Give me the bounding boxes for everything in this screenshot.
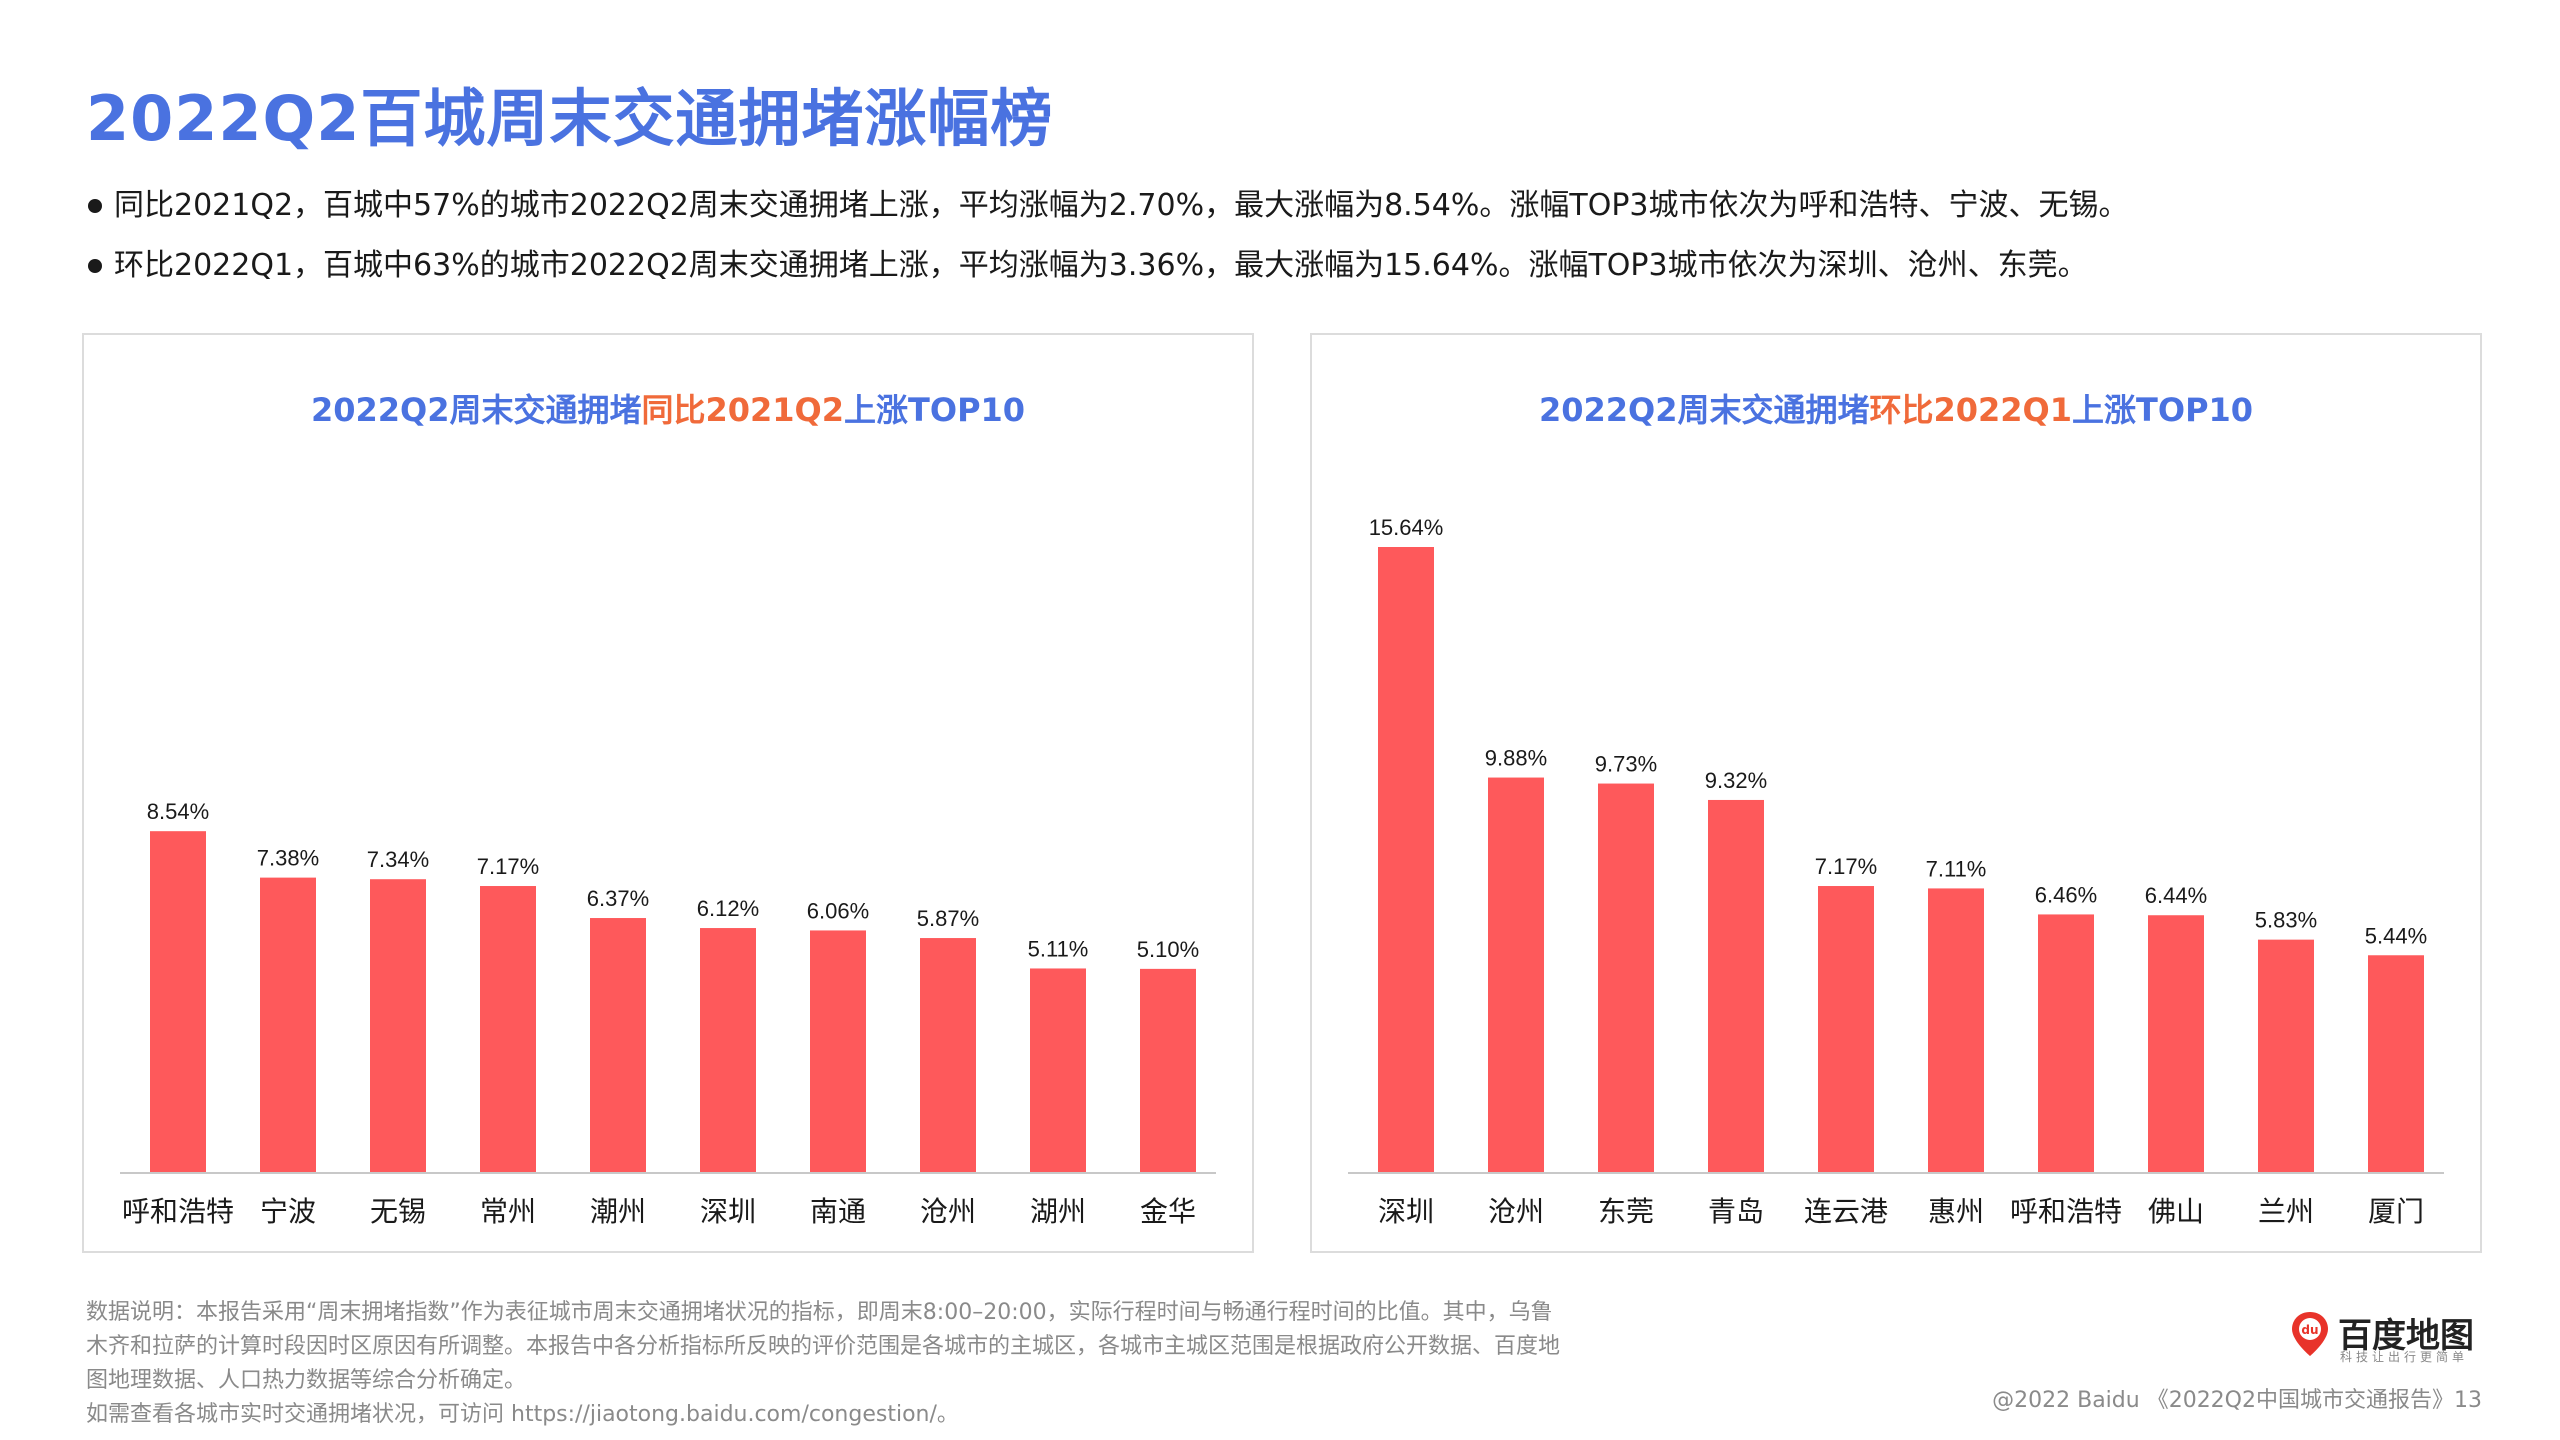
data-label: 9.73% <box>1595 752 1657 777</box>
summary-bullet-qoq: 环比2022Q1，百城中63%的城市2022Q2周末交通拥堵上涨，平均涨幅为3.… <box>86 246 2506 286</box>
chart-title-suffix: 上涨TOP10 <box>844 391 1026 429</box>
bar <box>920 938 976 1173</box>
summary-text-yoy: 同比2021Q2，百城中57%的城市2022Q2周末交通拥堵上涨，平均涨幅为2.… <box>114 188 2129 223</box>
logo-badge-text: du <box>2301 1323 2318 1337</box>
bar <box>810 930 866 1173</box>
category-label: 潮州 <box>590 1195 646 1228</box>
chart-title-highlight: 环比2022Q1 <box>1869 391 2073 429</box>
chart-panel-qoq: 2022Q2周末交通拥堵环比2022Q1上涨TOP10 15.64% 深圳 9.88… <box>1310 333 2482 1253</box>
data-note-line: 木齐和拉萨的计算时段因时区原因有所调整。本报告中各分析指标所反映的评价范围是各城… <box>86 1334 1561 1359</box>
category-label: 无锡 <box>370 1195 426 1228</box>
category-label: 兰州 <box>2258 1195 2314 1228</box>
category-label: 连云港 <box>1804 1195 1888 1228</box>
category-label: 厦门 <box>2368 1195 2424 1228</box>
bar-chart-yoy: 8.54% 呼和浩特 7.38% 宁波 7.34% 无锡 7.17% 常州 6.37% 潮州 6.1… <box>120 799 1216 1228</box>
bullet-dot-icon <box>88 259 102 273</box>
chart-title-suffix: 上涨TOP10 <box>2072 391 2254 429</box>
bar <box>1818 886 1874 1173</box>
bar <box>1378 547 1434 1173</box>
bar <box>480 886 536 1173</box>
logo-slogan: 科技让出行更简单 <box>2340 1350 2469 1364</box>
bar <box>1708 799 1764 1173</box>
category-label: 东莞 <box>1598 1195 1654 1228</box>
logo-name: 百度地图 <box>2338 1316 2474 1356</box>
data-label: 9.88% <box>1485 746 1547 771</box>
page-title: 2022Q2百城周末交通拥堵涨幅榜 <box>86 82 1054 155</box>
bar <box>1030 968 1086 1173</box>
data-label: 7.34% <box>367 847 429 872</box>
category-label: 金华 <box>1140 1195 1196 1228</box>
bar <box>2368 955 2424 1173</box>
bar <box>370 879 426 1173</box>
data-label: 7.38% <box>257 846 319 871</box>
category-label: 青岛 <box>1708 1195 1764 1228</box>
data-label: 6.37% <box>587 886 649 911</box>
category-label: 呼和浩特 <box>2010 1195 2122 1228</box>
data-label: 5.83% <box>2255 908 2317 933</box>
bar <box>590 918 646 1173</box>
bullet-dot-icon <box>88 199 102 213</box>
category-label: 宁波 <box>260 1195 316 1228</box>
category-label: 惠州 <box>1928 1195 1984 1228</box>
data-label: 5.44% <box>2365 923 2427 948</box>
data-notes: 数据说明：本报告采用“周末拥堵指数”作为表征城市周末交通拥堵状况的指标，即周末8… <box>86 1296 1646 1432</box>
chart-panel-yoy: 2022Q2周末交通拥堵同比2021Q2上涨TOP10 8.54% 呼和浩特 7.3… <box>82 333 1254 1253</box>
summary-bullets: 同比2021Q2，百城中57%的城市2022Q2周末交通拥堵上涨，平均涨幅为2.… <box>86 186 2506 306</box>
data-note-line: 图地理数据、人口热力数据等综合分析确定。 <box>86 1368 527 1393</box>
data-note-line: 数据说明：本报告采用“周末拥堵指数”作为表征城市周末交通拥堵状况的指标，即周末8… <box>86 1300 1553 1325</box>
data-label: 5.10% <box>1137 937 1199 962</box>
chart-title-prefix: 2022Q2周末交通拥堵 <box>310 391 642 429</box>
bar-chart-qoq: 15.64% 深圳 9.88% 沧州 9.73% 东莞 9.32% 青岛 7.17% 连云港 7.1… <box>1348 515 2444 1228</box>
data-label: 9.32% <box>1705 768 1767 793</box>
data-note-link-line: 如需查看各城市实时交通拥堵状况，可访问 https://jiaotong.bai… <box>86 1402 959 1427</box>
category-label: 沧州 <box>920 1195 976 1228</box>
bar <box>2148 915 2204 1173</box>
data-label: 6.06% <box>807 898 869 923</box>
data-label: 7.11% <box>1926 856 1987 881</box>
data-label: 15.64% <box>1369 515 1444 540</box>
category-label: 沧州 <box>1488 1195 1544 1228</box>
chart-title-prefix: 2022Q2周末交通拥堵 <box>1538 391 1870 429</box>
bar <box>260 877 316 1173</box>
category-label: 深圳 <box>700 1195 756 1228</box>
footer-credit: @2022 Baidu 《2022Q2中国城市交通报告》13 <box>1992 1388 2482 1413</box>
bar <box>2038 914 2094 1173</box>
data-label: 5.87% <box>917 906 979 931</box>
category-label: 常州 <box>480 1195 536 1228</box>
category-label: 佛山 <box>2148 1195 2204 1228</box>
chart-title-qoq: 2022Q2周末交通拥堵环比2022Q1上涨TOP10 <box>1312 385 2480 431</box>
bar <box>1140 968 1196 1173</box>
category-label: 呼和浩特 <box>122 1195 234 1228</box>
chart-title-yoy: 2022Q2周末交通拥堵同比2021Q2上涨TOP10 <box>84 385 1252 431</box>
category-label: 湖州 <box>1030 1195 1086 1228</box>
bar <box>1488 777 1544 1173</box>
bar <box>1928 888 1984 1173</box>
bar <box>700 928 756 1173</box>
data-label: 6.44% <box>2145 883 2207 908</box>
data-label: 7.17% <box>477 854 539 879</box>
bar <box>1598 783 1654 1173</box>
bar <box>2258 939 2314 1173</box>
data-label: 8.54% <box>147 799 209 824</box>
category-label: 深圳 <box>1378 1195 1434 1228</box>
data-label: 6.12% <box>697 896 759 921</box>
summary-text-qoq: 环比2022Q1，百城中63%的城市2022Q2周末交通拥堵上涨，平均涨幅为3.… <box>114 248 2088 283</box>
baidu-map-logo: du 百度地图 科技让出行更简单 <box>2290 1308 2490 1364</box>
summary-bullet-yoy: 同比2021Q2，百城中57%的城市2022Q2周末交通拥堵上涨，平均涨幅为2.… <box>86 186 2506 226</box>
map-pin-icon: du <box>2292 1312 2328 1356</box>
data-label: 5.11% <box>1028 936 1089 961</box>
chart-title-highlight: 同比2021Q2 <box>641 391 845 429</box>
data-label: 6.46% <box>2035 882 2097 907</box>
bar <box>150 831 206 1173</box>
data-label: 7.17% <box>1815 854 1877 879</box>
category-label: 南通 <box>810 1195 866 1228</box>
